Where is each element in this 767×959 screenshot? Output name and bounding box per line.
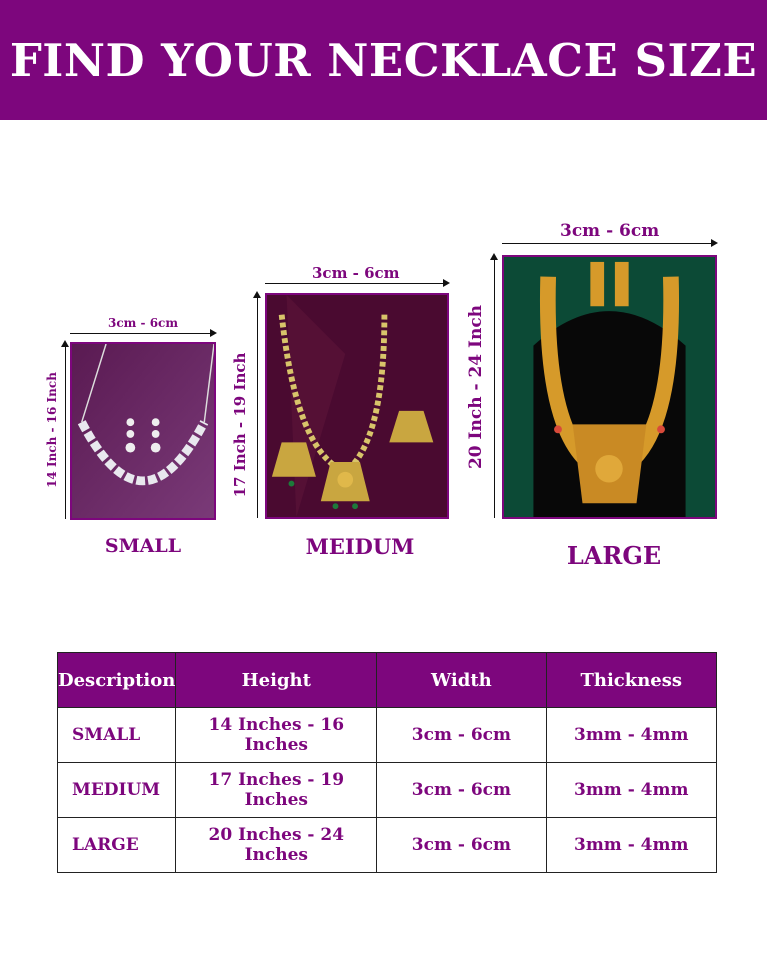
large-width-label: 3cm - 6cm [560,221,660,241]
small-size-label: SMALL [104,535,182,557]
cell-description: MEDIUM [56,762,177,818]
medium-width-arrow [265,279,450,287]
cell-thickness: 3mm - 4mm [545,817,717,873]
page-title: FIND YOUR NECKLACE SIZE [9,33,758,87]
medium-width-label: 3cm - 6cm [312,264,400,282]
small-width-label: 3cm - 6cm [108,316,179,330]
large-width-arrow [502,239,718,247]
header-height: Height [175,652,378,708]
size-table: Description Height Width Thickness SMALL… [56,652,717,873]
medium-height-arrow [253,291,261,518]
cell-width: 3cm - 6cm [376,707,547,763]
cell-height: 14 Inches - 16 Inches [175,707,378,763]
large-height-arrow [490,253,498,518]
small-necklace-image [70,342,216,520]
header-thickness: Thickness [545,652,717,708]
large-size-label: LARGE [566,541,662,570]
large-height-label: 20 Inch - 24 Inch [466,304,486,470]
medium-size-label: MEIDUM [305,534,415,559]
table-header-row: Description Height Width Thickness [56,652,717,708]
cell-height: 20 Inches - 24 Inches [175,817,378,873]
small-height-label: 14 Inch - 16 Inch [45,372,59,488]
page-header: FIND YOUR NECKLACE SIZE [0,0,767,120]
cell-thickness: 3mm - 4mm [545,762,717,818]
header-width: Width [376,652,547,708]
medium-necklace-image [265,293,449,519]
small-height-arrow [61,340,69,519]
cell-width: 3cm - 6cm [376,762,547,818]
medium-height-label: 17 Inch - 19 Inch [231,352,249,498]
table-row: SMALL 14 Inches - 16 Inches 3cm - 6cm 3m… [56,707,717,763]
large-necklace-image [502,255,717,519]
cell-thickness: 3mm - 4mm [545,707,717,763]
cell-description: LARGE [56,817,177,873]
cell-width: 3cm - 6cm [376,817,547,873]
header-description: Description [56,652,177,708]
table-row: LARGE 20 Inches - 24 Inches 3cm - 6cm 3m… [56,817,717,873]
small-width-arrow [70,329,217,337]
table-row: MEDIUM 17 Inches - 19 Inches 3cm - 6cm 3… [56,762,717,818]
cell-height: 17 Inches - 19 Inches [175,762,378,818]
cell-description: SMALL [56,707,177,763]
